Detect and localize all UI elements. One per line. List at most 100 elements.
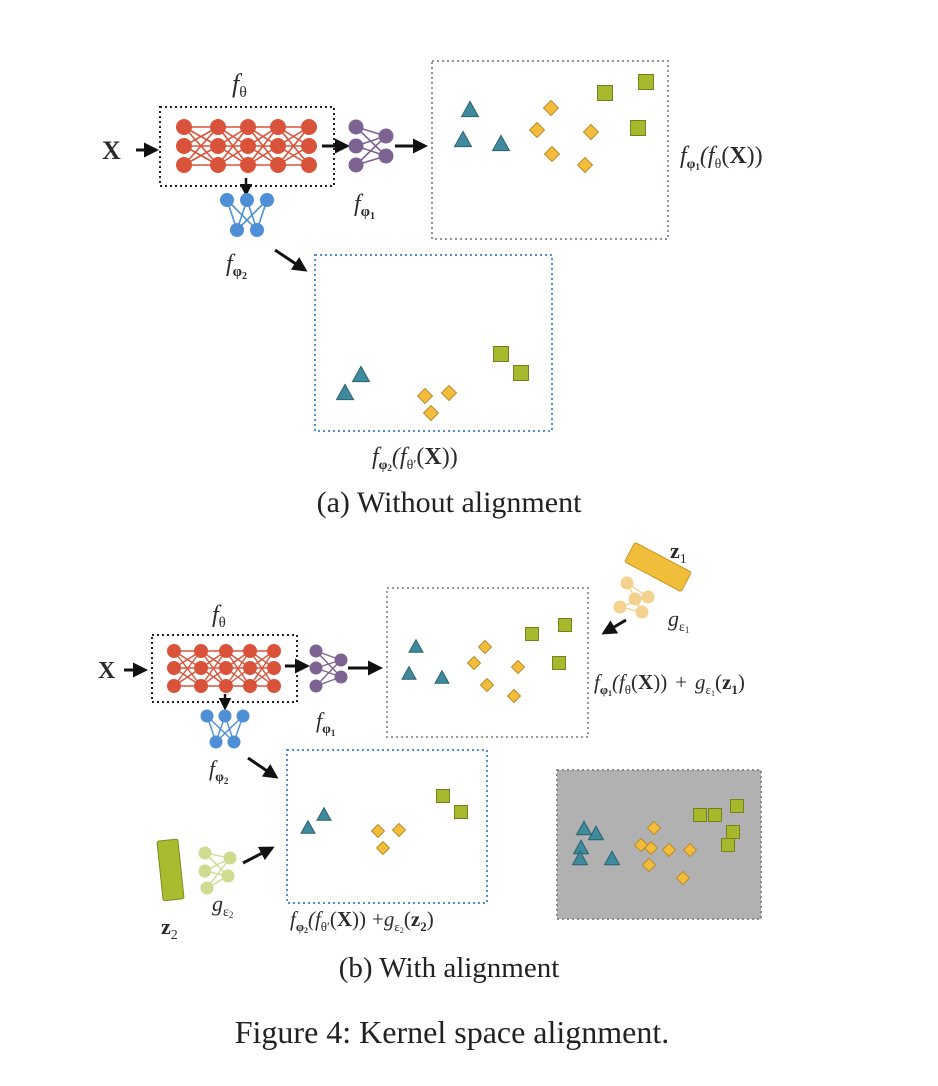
network-node xyxy=(301,119,317,135)
square-marker xyxy=(721,838,735,852)
network-node xyxy=(176,138,192,154)
square-marker xyxy=(513,365,529,381)
triangle-marker xyxy=(587,825,605,841)
network-node xyxy=(267,661,281,675)
network-node xyxy=(167,644,181,658)
network-node xyxy=(270,157,286,173)
panel-b-z1-bar xyxy=(624,542,692,592)
triangle-marker xyxy=(603,850,621,866)
diamond-marker xyxy=(422,404,440,422)
network-node xyxy=(209,735,223,749)
panel-b-head1-label: fφ1 xyxy=(316,708,336,738)
square-marker xyxy=(708,808,722,822)
panel-a-encoder-label: fθ xyxy=(232,69,247,101)
panel-b-g-eps2-label: gε2 xyxy=(212,891,233,920)
network-edge xyxy=(200,650,227,687)
diamond-marker xyxy=(477,639,493,655)
network-node xyxy=(628,592,642,606)
network-node xyxy=(243,644,257,658)
panel-b-g-eps1-label: gε1 xyxy=(668,606,689,635)
network-node xyxy=(243,661,257,675)
diamond-marker xyxy=(643,840,659,856)
network-node xyxy=(210,119,226,135)
diamond-marker xyxy=(582,123,600,141)
panel-b-input-x: X xyxy=(98,658,116,684)
network-node xyxy=(194,644,208,658)
network-node xyxy=(620,576,634,590)
diamond-marker xyxy=(682,842,698,858)
triangle-marker xyxy=(434,669,450,684)
panel-b-with-alignment: X fθ fφ1 fφ2 z1 gε1 fφ1(fθ(X)) + gε1(z1) z… xyxy=(98,538,762,984)
triangle-marker xyxy=(575,820,593,836)
network-node xyxy=(176,119,192,135)
network-node xyxy=(270,138,286,154)
diamond-marker xyxy=(542,99,560,117)
network-node xyxy=(348,119,364,135)
panel-a-without-alignment: X fθ fφ1 fφ2 fφ1(fθ(X)) fφ2(fθ′(X)) (a) … xyxy=(102,60,763,519)
network-node xyxy=(240,138,256,154)
network-node xyxy=(378,128,394,144)
panel-a-output2-points xyxy=(335,346,529,422)
panel-b-encoder-box xyxy=(151,634,298,703)
panel-b-aligned-points xyxy=(571,799,744,886)
panel-b-output1-box xyxy=(386,587,589,738)
network-node xyxy=(641,590,655,604)
network-node xyxy=(309,661,323,675)
network-edge xyxy=(225,650,251,687)
network-edge xyxy=(277,126,310,166)
triangle-marker xyxy=(335,383,355,401)
panel-a-input-x: X xyxy=(102,136,121,165)
square-marker xyxy=(726,825,740,839)
panel-a-output1-points xyxy=(453,74,654,174)
network-node xyxy=(220,193,234,207)
network-node xyxy=(348,138,364,154)
network-node xyxy=(221,869,235,883)
network-node xyxy=(240,119,256,135)
panel-b-encoder-network xyxy=(167,644,281,693)
network-node xyxy=(219,661,233,675)
square-marker xyxy=(638,74,654,90)
triangle-marker xyxy=(401,665,417,680)
diamond-marker xyxy=(479,677,495,693)
network-node xyxy=(219,644,233,658)
diamond-marker xyxy=(576,156,594,174)
network-node xyxy=(334,670,348,684)
network-node xyxy=(230,223,244,237)
network-node xyxy=(167,679,181,693)
network-node xyxy=(200,881,214,895)
panel-b-z1-label: z1 xyxy=(670,538,687,567)
panel-a-encoder-network xyxy=(176,119,317,173)
network-node xyxy=(250,223,264,237)
diamond-marker xyxy=(416,387,434,405)
panel-b-g-eps1-arrow xyxy=(601,618,627,635)
square-marker xyxy=(552,656,566,670)
diamond-marker xyxy=(510,659,526,675)
network-node xyxy=(301,157,317,173)
network-edge xyxy=(249,650,275,687)
diamond-marker xyxy=(466,655,482,671)
square-marker xyxy=(436,789,450,803)
network-node xyxy=(267,679,281,693)
square-marker xyxy=(493,346,509,362)
panel-b-head1-network xyxy=(309,644,348,693)
panel-b-g-eps1-network xyxy=(613,576,655,619)
network-node xyxy=(194,661,208,675)
panel-b-caption: (b) With alignment xyxy=(339,952,560,984)
triangle-marker xyxy=(408,638,424,653)
network-node xyxy=(218,709,232,723)
triangle-marker xyxy=(351,365,371,383)
network-node xyxy=(240,157,256,173)
panel-b-output1-label: fφ1(fθ(X)) + gε1(z1) xyxy=(594,670,745,698)
network-node xyxy=(167,661,181,675)
network-node xyxy=(198,864,212,878)
diamond-marker xyxy=(661,842,677,858)
square-marker xyxy=(558,618,572,632)
panel-b-head2-label: fφ2 xyxy=(209,756,229,786)
square-marker xyxy=(454,805,468,819)
panel-b-z2-bar xyxy=(156,838,185,902)
diamond-marker xyxy=(440,384,458,402)
panel-a-head2-label: fφ2 xyxy=(226,251,247,282)
square-marker xyxy=(693,808,707,822)
network-edge xyxy=(183,126,219,166)
